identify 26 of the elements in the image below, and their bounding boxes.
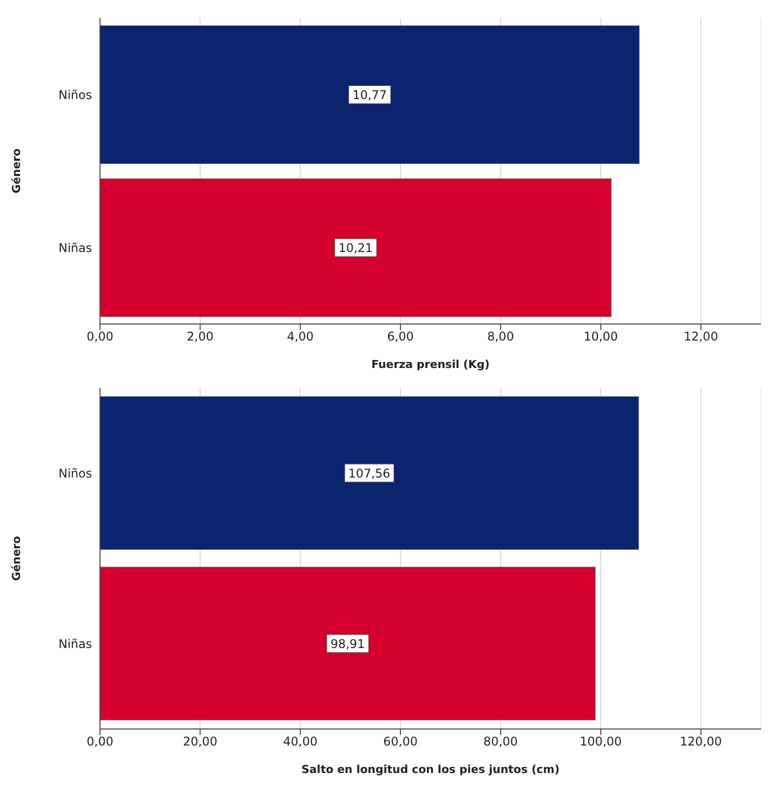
- x-tick-label: 60,00: [383, 734, 418, 749]
- x-tick-label: 0,00: [86, 734, 114, 749]
- y-axis-title: Género: [10, 536, 23, 581]
- x-tick-label: 12,00: [684, 330, 718, 344]
- data-label: 98,91: [330, 637, 365, 652]
- x-tick-label: 4,00: [286, 330, 314, 344]
- data-label: 10,21: [338, 241, 373, 256]
- x-tick-label: 120,00: [680, 734, 722, 749]
- x-tick-label: 40,00: [283, 734, 318, 749]
- x-tick-label: 100,00: [580, 734, 622, 749]
- y-tick-label: Niñas: [58, 240, 92, 255]
- x-axis-title: Fuerza prensil (Kg): [371, 358, 490, 371]
- data-label: 10,77: [352, 88, 387, 102]
- x-tick-label: 8,00: [487, 330, 514, 344]
- y-axis-title: Género: [10, 148, 23, 194]
- data-label: 107,56: [348, 466, 390, 481]
- y-tick-label: Niñas: [58, 637, 92, 652]
- x-axis-title: Salto en longitud con los pies juntos (cm): [301, 763, 560, 776]
- y-tick-label: Niños: [58, 88, 92, 102]
- x-tick-label: 2,00: [186, 330, 214, 344]
- x-tick-label: 10,00: [584, 330, 618, 344]
- x-tick-label: 20,00: [182, 734, 218, 749]
- x-tick-label: 0,00: [86, 330, 114, 344]
- x-tick-label: 6,00: [387, 330, 414, 344]
- y-tick-label: Niños: [58, 466, 92, 481]
- x-tick-label: 80,00: [483, 734, 518, 749]
